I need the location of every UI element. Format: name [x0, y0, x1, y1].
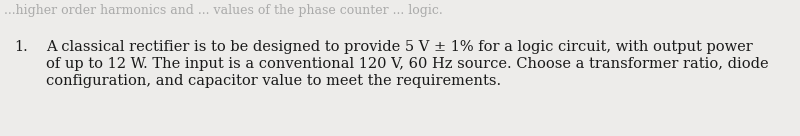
Text: ...higher order harmonics and ... values of the phase counter ... logic.: ...higher order harmonics and ... values… — [4, 4, 442, 17]
Text: configuration, and capacitor value to meet the requirements.: configuration, and capacitor value to me… — [46, 74, 501, 88]
Text: 1.: 1. — [14, 40, 28, 54]
Text: A classical rectifier is to be designed to provide 5 V ± 1% for a logic circuit,: A classical rectifier is to be designed … — [46, 40, 753, 54]
Text: of up to 12 W. The input is a conventional 120 V, 60 Hz source. Choose a transfo: of up to 12 W. The input is a convention… — [46, 57, 769, 71]
